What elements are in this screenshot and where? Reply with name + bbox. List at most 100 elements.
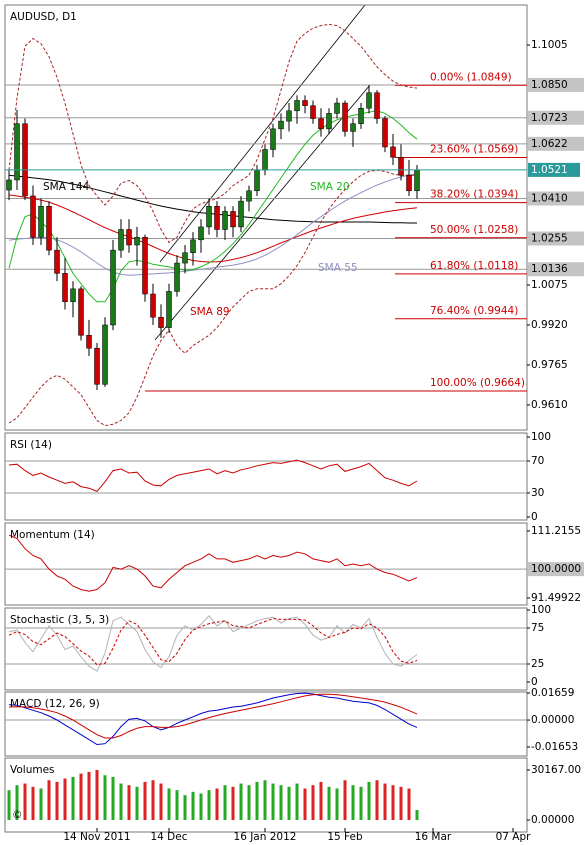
- volume-bar: [15, 785, 19, 820]
- y-tick-label: 0.00000: [531, 714, 574, 726]
- candle-body: [158, 316, 164, 328]
- volume-bar: [111, 776, 115, 820]
- candle-body: [142, 236, 148, 295]
- volume-bar: [319, 781, 323, 820]
- candle-body: [310, 105, 316, 119]
- series-line: [8, 618, 418, 666]
- candle-body: [134, 236, 140, 246]
- volume-bar: [343, 780, 347, 820]
- series-label: SMA 55: [318, 262, 358, 274]
- volume-bar: [407, 788, 411, 820]
- candle-body: [414, 169, 420, 192]
- candle-body: [110, 249, 116, 326]
- x-tick-label: 07 Apr: [496, 831, 532, 843]
- candle-body: [374, 92, 380, 119]
- candle-body: [382, 118, 388, 148]
- candle-body: [206, 206, 212, 228]
- candle-body: [6, 179, 12, 191]
- candle-body: [174, 262, 180, 292]
- panel-title: RSI (14): [10, 439, 52, 451]
- y-tick-label: 70: [531, 455, 544, 467]
- panel-frame: [4, 607, 528, 691]
- x-tick-label: 16 Mar: [415, 831, 452, 843]
- y-tick-label: 30167.00: [531, 764, 581, 776]
- x-tick-label: 16 Jan 2012: [234, 831, 297, 843]
- volume-bar: [175, 790, 179, 820]
- candle-body: [190, 239, 196, 253]
- volume-bar: [215, 788, 219, 820]
- fib-label: 50.00% (1.0258): [430, 224, 518, 236]
- candle-body: [294, 100, 300, 112]
- volume-bar: [311, 785, 315, 820]
- candle-body: [390, 146, 396, 158]
- fib-label: 76.40% (0.9944): [430, 305, 518, 317]
- current-price-label: 1.0521: [531, 164, 568, 176]
- fib-label: 38.20% (1.0394): [430, 189, 518, 201]
- y-tick-label: 0.9765: [531, 359, 568, 371]
- volume-bar: [415, 810, 419, 820]
- series-line: [8, 169, 417, 427]
- series-line: [8, 459, 418, 492]
- volume-bar: [327, 786, 331, 820]
- series-label: SMA 20: [310, 181, 350, 193]
- candle-body: [350, 123, 356, 132]
- y-tick-label: -0.01653: [531, 741, 578, 753]
- level-label: 100.0000: [531, 563, 581, 575]
- volume-bar: [199, 793, 203, 820]
- volume-bar: [303, 788, 307, 820]
- volume-bar: [239, 783, 243, 820]
- level-box: [528, 562, 584, 577]
- candle-body: [94, 347, 100, 385]
- series-line: [8, 23, 418, 244]
- volume-bar: [231, 786, 235, 820]
- volume-bar: [7, 790, 11, 820]
- series-line: [8, 110, 418, 303]
- panel-title: Stochastic (3, 5, 3): [10, 614, 109, 626]
- y-tick-label: 100: [531, 431, 551, 443]
- level-box: [528, 262, 584, 277]
- level-box: [528, 136, 584, 151]
- volume-bar: [47, 780, 51, 820]
- x-tick-label: 15 Feb: [327, 831, 363, 843]
- series-line: [8, 615, 418, 672]
- candle-body: [214, 206, 220, 230]
- volume-bar: [183, 795, 187, 820]
- series-label: SMA 89: [190, 306, 230, 318]
- volume-bar: [95, 770, 99, 820]
- volume-bar: [63, 778, 67, 820]
- series-line: [8, 174, 417, 224]
- panel-title: MACD (12, 26, 9): [10, 698, 100, 710]
- fib-label: 61.80% (1.0118): [430, 260, 518, 272]
- candle-body: [54, 249, 60, 274]
- candle-body: [166, 291, 172, 328]
- y-tick-label: 1.0075: [531, 279, 568, 291]
- candle-body: [398, 156, 404, 176]
- candle-body: [102, 324, 108, 385]
- level-box: [528, 110, 584, 125]
- y-tick-label: 0: [531, 511, 538, 523]
- y-tick-label: 75: [531, 622, 544, 634]
- candle-body: [326, 113, 332, 130]
- series-label: SMA 144: [43, 181, 90, 193]
- volume-bar: [151, 780, 155, 820]
- current-price-box: [528, 162, 580, 177]
- candle-body: [182, 252, 188, 264]
- candle-body: [14, 123, 20, 181]
- y-tick-label: 91.49922: [531, 592, 581, 604]
- y-tick-label: 111.2155: [531, 525, 581, 537]
- panel-title: Momentum (14): [10, 529, 95, 541]
- fib-label: 100.00% (0.9664): [430, 377, 525, 389]
- trend-channel: [159, 4, 366, 263]
- candle-body: [78, 288, 84, 336]
- candle-body: [406, 175, 412, 192]
- panel-title: AUDUSD, D1: [10, 11, 77, 23]
- volume-bar: [367, 781, 371, 820]
- y-tick-label: 0: [531, 676, 538, 688]
- candle-body: [238, 200, 244, 228]
- y-tick-label: 100: [531, 604, 551, 616]
- y-tick-label: 1.1005: [531, 39, 568, 51]
- candle-body: [222, 211, 228, 230]
- y-tick-label: 30: [531, 487, 544, 499]
- panel-frame: [4, 432, 528, 521]
